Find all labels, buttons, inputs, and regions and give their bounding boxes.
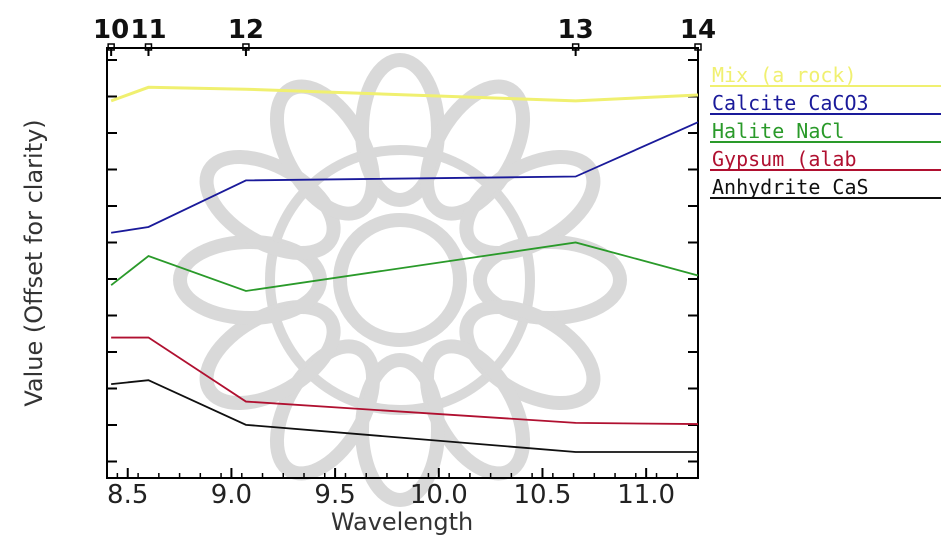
legend-entry: Anhydrite CaS [712, 175, 869, 199]
x-axis-ticks [116, 468, 699, 478]
x-tick-label: 10.5 [514, 480, 572, 510]
watermark-petal [199, 299, 341, 411]
series-line [111, 121, 699, 234]
band-label: 11 [130, 15, 166, 45]
plot-frame [106, 47, 699, 479]
watermark-petal [459, 299, 601, 411]
band-labels: 10 11 12 13 14 [93, 15, 716, 56]
legend: Mix (a rock) Calcite CaCO3 Halite NaCl Gyps… [710, 63, 941, 199]
band-marker [242, 43, 250, 51]
x-tick-label: 9.0 [211, 480, 252, 510]
series-line [111, 379, 698, 453]
band-marker [144, 43, 153, 51]
band-label: 14 [680, 15, 716, 45]
series-lines [110, 85, 699, 453]
band-label: 13 [558, 15, 594, 45]
band-label: 10 [93, 15, 129, 45]
x-tick-label: 10.0 [410, 480, 468, 510]
watermark-ornament [173, 53, 627, 507]
watermark-petal [419, 79, 531, 221]
x-tick-label: 11.0 [617, 480, 675, 510]
series-line [111, 336, 699, 425]
watermark-petal [355, 353, 445, 507]
watermark-petal [199, 149, 341, 261]
band-marker [694, 43, 702, 51]
band-label: 12 [228, 15, 264, 45]
x-tick-label: 8.5 [107, 480, 148, 510]
y-axis-ticks [107, 59, 698, 463]
watermark-petal [355, 53, 445, 207]
legend-entry: Halite NaCl [712, 119, 844, 143]
band-marker [107, 43, 115, 51]
watermark-petal [269, 339, 381, 481]
legend-entry: Calcite CaCO3 [712, 91, 869, 115]
series-line [110, 241, 699, 292]
series-line [110, 85, 699, 103]
band-marker [571, 43, 580, 51]
y-axis-title: Value (Offset for clarity) [20, 119, 48, 406]
x-axis-tick-labels: 8.5 9.0 9.5 10.0 10.5 11.0 [107, 480, 675, 510]
x-tick-label: 9.5 [314, 480, 355, 510]
legend-entry: Mix (a rock) [712, 63, 857, 87]
x-axis-title: Wavelength [331, 508, 473, 536]
watermark-petal [473, 235, 627, 325]
legend-entry: Gypsum (alab [712, 147, 857, 171]
watermark-petal [419, 339, 531, 481]
